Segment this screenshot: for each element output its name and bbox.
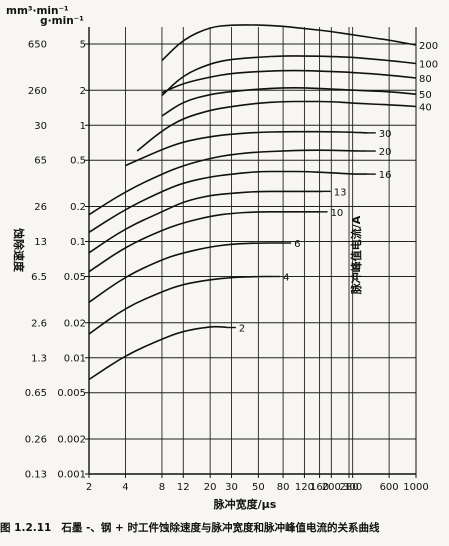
series-label-30: 30 bbox=[379, 129, 392, 140]
series-label-100: 100 bbox=[419, 59, 438, 70]
x-axis-label: 脉冲宽度/μs bbox=[213, 497, 277, 511]
series-line-16 bbox=[88, 170, 368, 233]
x-tick-label: 160 bbox=[310, 482, 329, 493]
series-label-80: 80 bbox=[419, 74, 432, 85]
caption-text: 石墨 -、钢 + 时工件蚀除速度与脉冲宽度和脉冲峰值电流的关系曲线 bbox=[61, 522, 380, 534]
series-label-200: 200 bbox=[419, 41, 438, 52]
figure-caption: 图 1.2.11 石墨 -、钢 + 时工件蚀除速度与脉冲宽度和脉冲峰值电流的关系曲… bbox=[0, 520, 449, 535]
y-unit-mass: g·min⁻¹ bbox=[40, 15, 84, 27]
y-tick-label-volume: 30 bbox=[34, 121, 47, 132]
x-tick-label: 2 bbox=[86, 482, 92, 493]
y-tick-label-mass: 0.5 bbox=[70, 156, 86, 167]
y-tick-label-mass: 0.005 bbox=[57, 388, 86, 399]
series-line-50 bbox=[161, 86, 417, 117]
series-line-30 bbox=[125, 130, 368, 167]
plot-frame bbox=[88, 27, 417, 475]
x-tick-label: 80 bbox=[277, 482, 290, 493]
y-tick-label-volume: 2.6 bbox=[31, 318, 47, 329]
x-tick-label: 600 bbox=[380, 482, 399, 493]
y-tick-label-mass: 0.05 bbox=[64, 272, 86, 283]
y-tick-label-volume: 1.3 bbox=[31, 353, 47, 364]
y-tick-label-mass: 0.1 bbox=[70, 237, 86, 248]
series-label-4: 4 bbox=[283, 272, 289, 283]
series-line-4 bbox=[88, 275, 273, 335]
series-line-40 bbox=[136, 100, 417, 152]
series-label-6: 6 bbox=[294, 239, 300, 250]
series-label-2: 2 bbox=[239, 324, 245, 335]
y-axis-label: 蚀除速度 bbox=[12, 227, 26, 273]
y-tick-label-mass: 2 bbox=[80, 86, 86, 97]
series-line-200 bbox=[161, 24, 417, 62]
x-tick-label: 120 bbox=[295, 482, 314, 493]
grid bbox=[85, 27, 417, 478]
x-tick-label: 4 bbox=[122, 482, 128, 493]
y-tick-label-volume: 6.5 bbox=[31, 272, 47, 283]
series-line-10 bbox=[88, 210, 320, 273]
series-label-20: 20 bbox=[379, 147, 392, 158]
series-axis-label: 脉冲峰值电流/A bbox=[349, 215, 363, 295]
y-tick-label-volume: 26 bbox=[34, 202, 47, 213]
x-tick-label: 300 bbox=[343, 482, 362, 493]
series-line-80 bbox=[161, 69, 417, 94]
y-tick-label-mass: 0.01 bbox=[64, 353, 86, 364]
x-tick-label: 8 bbox=[159, 482, 165, 493]
caption-number: 图 1.2.11 bbox=[0, 522, 52, 534]
y-tick-label-mass: 0.2 bbox=[70, 202, 86, 213]
series-line-100 bbox=[161, 55, 417, 97]
x-tick-label: 50 bbox=[252, 482, 265, 493]
series-line-2 bbox=[88, 325, 228, 381]
x-tick-label: 30 bbox=[225, 482, 238, 493]
y-tick-label-volume: 13 bbox=[34, 237, 47, 248]
x-tick-label: 280 bbox=[339, 482, 358, 493]
y-unit-volume: mm³·min⁻¹ bbox=[6, 5, 69, 17]
series-label-10: 10 bbox=[331, 208, 344, 219]
y-tick-label-mass: 0.02 bbox=[64, 318, 86, 329]
x-tick-label: 1000 bbox=[403, 482, 428, 493]
series-label-50: 50 bbox=[419, 90, 432, 101]
y-tick-label-mass: 0.001 bbox=[57, 470, 86, 481]
y-tick-label-volume: 260 bbox=[28, 86, 47, 97]
series-label-40: 40 bbox=[419, 102, 432, 113]
x-tick-label: 20 bbox=[204, 482, 217, 493]
y-tick-label-mass: 0.002 bbox=[57, 435, 86, 446]
x-tick-label: 12 bbox=[177, 482, 190, 493]
series-line-20 bbox=[88, 149, 368, 216]
series-label-13: 13 bbox=[334, 187, 347, 198]
tick-labels: 565022601300.5650.2260.1130.056.50.022.6… bbox=[25, 40, 429, 494]
x-tick-label: 200 bbox=[322, 482, 341, 493]
series-line-13 bbox=[88, 190, 323, 254]
y-tick-label-mass: 5 bbox=[80, 40, 86, 51]
y-tick-label-volume: 0.65 bbox=[25, 388, 47, 399]
y-tick-label-volume: 0.26 bbox=[25, 435, 47, 446]
y-tick-label-volume: 0.13 bbox=[25, 470, 47, 481]
y-tick-label-mass: 1 bbox=[80, 121, 86, 132]
series-line-6 bbox=[88, 242, 284, 303]
y-tick-label-volume: 65 bbox=[34, 156, 47, 167]
series-label-16: 16 bbox=[379, 170, 392, 181]
y-tick-label-volume: 650 bbox=[28, 40, 47, 51]
